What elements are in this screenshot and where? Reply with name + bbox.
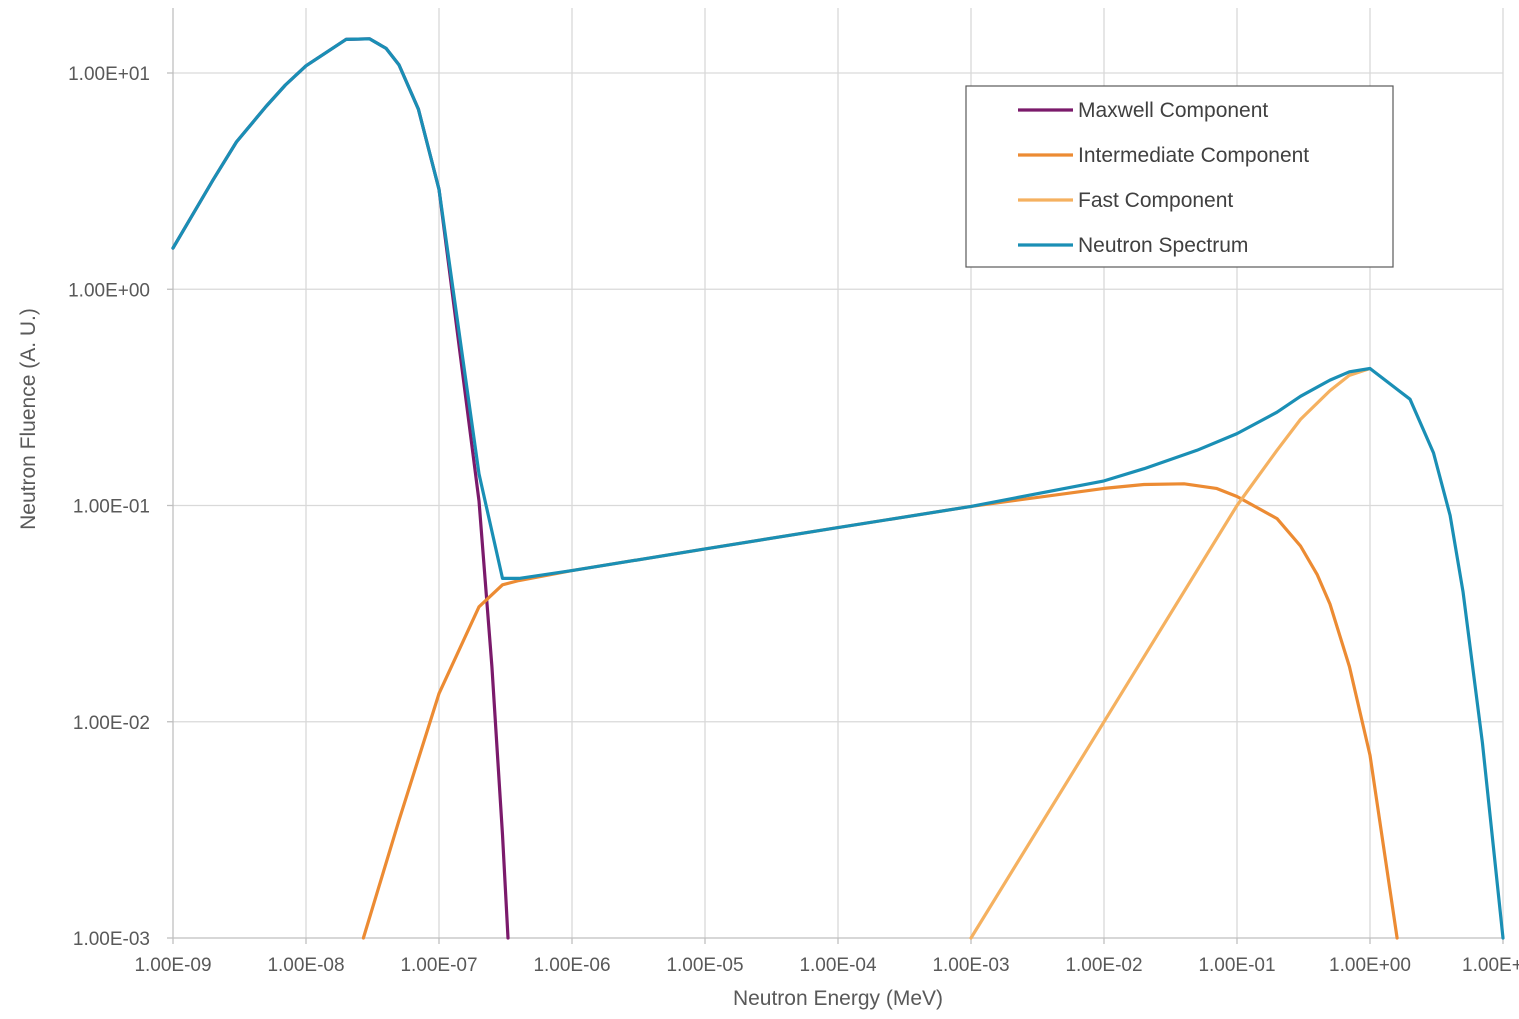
x-tick-label: 1.00E+00 — [1329, 955, 1411, 976]
x-tick-label: 1.00E-01 — [1198, 955, 1275, 976]
series-line-neutron-spectrum — [171, 37, 1505, 940]
x-axis-title: Neutron Energy (MeV) — [733, 987, 943, 1010]
y-tick-label: 1.00E-02 — [73, 713, 150, 734]
legend-label-neutron-spectrum: Neutron Spectrum — [1078, 234, 1248, 257]
tick-labels: 1.00E-09 1.00E-08 1.00E-07 1.00E-06 1.00E-05… — [68, 64, 1519, 976]
x-tick-label: 1.00E-05 — [666, 955, 743, 976]
x-tick-label: 1.00E-03 — [932, 955, 1009, 976]
x-tick-label: 1.00E-04 — [799, 955, 877, 976]
x-tick-label: 1.00E-07 — [400, 955, 477, 976]
x-tick-label: 1.00E-08 — [267, 955, 344, 976]
x-tick-label: 1.00E-02 — [1065, 955, 1142, 976]
y-tick-label: 1.00E-01 — [73, 497, 150, 518]
x-tick-label: 1.00E-09 — [134, 955, 211, 976]
legend-label-maxwell-component: Maxwell Component — [1078, 99, 1268, 122]
x-tick-label: 1.00E-06 — [533, 955, 610, 976]
x-tick-label: 1.00E+01 — [1462, 955, 1519, 976]
series-line-fast-component — [969, 366, 1372, 940]
series-line-maxwell-component — [171, 37, 510, 940]
y-tick-label: 1.00E+00 — [68, 280, 150, 301]
y-axis-title: Neutron Fluence (A. U.) — [17, 308, 40, 530]
legend-box — [965, 85, 1394, 268]
y-tick-label: 1.00E-03 — [73, 929, 150, 950]
legend-label-fast-component: Fast Component — [1078, 189, 1233, 212]
axes — [167, 8, 1504, 944]
series-group — [171, 37, 1505, 940]
series-line-intermediate-component — [361, 482, 1399, 940]
y-tick-label: 1.00E+01 — [68, 64, 150, 85]
legend-label-intermediate-component: Intermediate Component — [1078, 144, 1309, 167]
legend: Maxwell Component Intermediate Component F… — [965, 85, 1394, 268]
